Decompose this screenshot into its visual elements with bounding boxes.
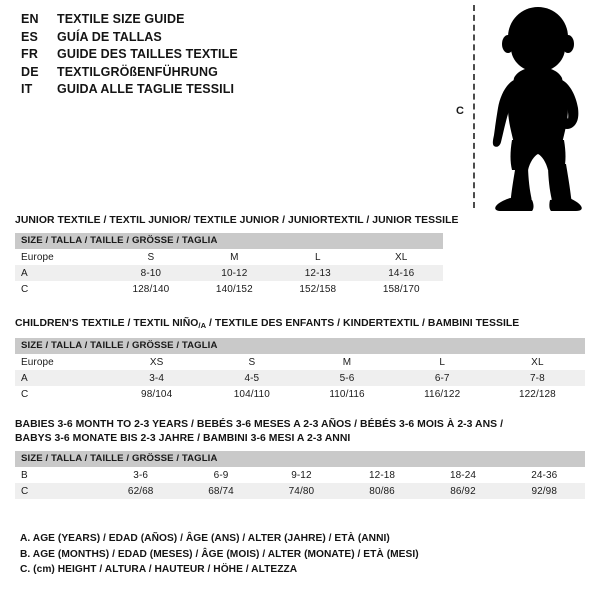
language-code: IT [21,82,33,96]
table-row: C 98/104 104/110 110/116 116/122 122/128 [15,386,585,402]
children-table-caption: CHILDREN'S TEXTILE / TEXTIL NIÑO/A / TEX… [15,317,585,333]
table-row: B 3-6 6-9 9-12 12-18 18-24 24-36 [15,467,585,483]
table-row: Europe S M L XL [15,249,443,265]
table-cell: S [109,249,193,265]
table-cell: XS [109,354,205,370]
children-caption-post: / TEXTILE DES ENFANTS / KINDERTEXTIL / B… [206,318,520,329]
table-cell: 116/122 [394,386,490,402]
language-code: FR [21,47,39,61]
language-row-en: EN TEXTILE SIZE GUIDE [21,12,441,30]
height-measure-dashed-line [473,5,475,208]
babies-table-caption: BABIES 3-6 MONTH TO 2-3 YEARS / BEBÉS 3-… [15,418,585,446]
table-cell: 9-12 [261,467,342,483]
table-cell: L [394,354,490,370]
row-label: Europe [15,354,110,370]
table-cell: 98/104 [109,386,205,402]
table-cell: 110/116 [299,386,395,402]
child-silhouette-icon [492,7,582,211]
row-label: A [15,265,110,281]
height-measure-label: C [456,105,464,117]
language-title: GUIDE DES TAILLES TEXTILE [57,47,238,61]
table-cell: 18-24 [422,467,504,483]
legend-line: A. AGE (YEARS) / EDAD (AÑOS) / ÂGE (ANS)… [20,533,390,544]
children-textile-table-block: CHILDREN'S TEXTILE / TEXTIL NIÑO/A / TEX… [15,317,585,402]
row-label: B [15,467,101,483]
table-cell: 68/74 [180,483,262,499]
table-cell: 74/80 [261,483,342,499]
language-title: TEXTILE SIZE GUIDE [57,12,185,26]
table-cell: 158/170 [359,281,443,297]
language-row-fr: FR GUIDE DES TAILLES TEXTILE [21,47,441,65]
table-cell: 6-9 [180,467,262,483]
language-row-es: ES GUÍA DE TALLAS [21,30,441,48]
table-cell: S [204,354,300,370]
height-illustration: C [440,0,600,215]
table-cell: 122/128 [489,386,585,402]
language-title: TEXTILGRÖßENFÜHRUNG [57,64,218,79]
children-size-band: SIZE / TALLA / TAILLE / GRÖSSE / TAGLIA [15,338,585,354]
table-cell: 92/98 [503,483,585,499]
babies-size-band: SIZE / TALLA / TAILLE / GRÖSSE / TAGLIA [15,451,585,467]
junior-textile-table-block: JUNIOR TEXTILE / TEXTIL JUNIOR/ TEXTILE … [15,214,459,297]
row-label: C [15,281,110,297]
language-code: ES [21,29,39,44]
table-row: C 128/140 140/152 152/158 158/170 [15,281,443,297]
table-row: Europe XS S M L XL [15,354,585,370]
language-row-de: DE TEXTILGRÖßENFÜHRUNG [21,65,441,83]
table-cell: 104/110 [204,386,300,402]
language-title-list: EN TEXTILE SIZE GUIDE ES GUÍA DE TALLAS FR GU… [21,12,441,100]
table-cell: 4-5 [204,370,300,386]
children-size-table: Europe XS S M L XL A 3-4 4-5 5-6 6-7 7-8 C 98/104 104/… [15,354,585,402]
babies-caption-line-1: BABIES 3-6 MONTH TO 2-3 YEARS / BEBÉS 3-… [15,419,504,430]
language-title: GUÍA DE TALLAS [57,29,162,44]
legend-line: C. (cm) HEIGHT / ALTURA / HAUTEUR / HÖHE… [20,564,298,575]
table-cell: 3-6 [100,467,181,483]
language-row-it: IT GUIDA ALLE TAGLIE TESSILI [21,82,441,100]
table-cell: XL [489,354,585,370]
babies-caption-line-2: BABYS 3-6 MONATE BIS 2-3 JAHRE / BAMBINI… [15,433,351,444]
children-caption-subscript: /A [198,321,207,330]
language-code: EN [21,12,39,26]
measurement-legend: A. AGE (YEARS) / EDAD (AÑOS) / ÂGE (ANS)… [20,531,580,578]
row-label: Europe [15,249,110,265]
table-cell: M [299,354,395,370]
table-row: C 62/68 68/74 74/80 80/86 86/92 92/98 [15,483,585,499]
table-cell: L [276,249,360,265]
table-cell: 10-12 [192,265,277,281]
table-cell: 62/68 [100,483,181,499]
table-cell: 14-16 [359,265,443,281]
table-cell: 12-13 [276,265,360,281]
babies-size-table: B 3-6 6-9 9-12 12-18 18-24 24-36 C 62/68 68/74 74/… [15,467,585,499]
legend-line: B. AGE (MONTHS) / EDAD (MESES) / ÂGE (MO… [20,548,419,560]
row-label: A [15,370,110,386]
table-cell: 140/152 [192,281,277,297]
row-label: C [15,483,101,499]
babies-textile-table-block: BABIES 3-6 MONTH TO 2-3 YEARS / BEBÉS 3-… [15,418,585,499]
table-cell: 86/92 [422,483,504,499]
table-cell: XL [359,249,443,265]
table-cell: 8-10 [109,265,193,281]
table-cell: 128/140 [109,281,193,297]
table-cell: 80/86 [341,483,423,499]
row-label: C [15,386,110,402]
junior-size-table: Europe S M L XL A 8-10 10-12 12-13 14-16 C 128/140 1… [15,249,443,297]
table-cell: 24-36 [503,467,585,483]
junior-table-caption: JUNIOR TEXTILE / TEXTIL JUNIOR/ TEXTILE … [15,215,459,226]
language-code: DE [21,64,39,79]
table-row: A 8-10 10-12 12-13 14-16 [15,265,443,281]
language-title: GUIDA ALLE TAGLIE TESSILI [57,82,235,96]
table-cell: 6-7 [394,370,490,386]
junior-size-band: SIZE / TALLA / TAILLE / GRÖSSE / TAGLIA [15,233,443,249]
table-cell: 7-8 [489,370,585,386]
table-cell: 152/158 [276,281,360,297]
table-cell: 3-4 [109,370,205,386]
table-row: A 3-4 4-5 5-6 6-7 7-8 [15,370,585,386]
table-cell: 12-18 [341,467,423,483]
table-cell: 5-6 [299,370,395,386]
table-cell: M [192,249,277,265]
children-caption-pre: CHILDREN'S TEXTILE / TEXTIL NIÑO [15,318,199,329]
